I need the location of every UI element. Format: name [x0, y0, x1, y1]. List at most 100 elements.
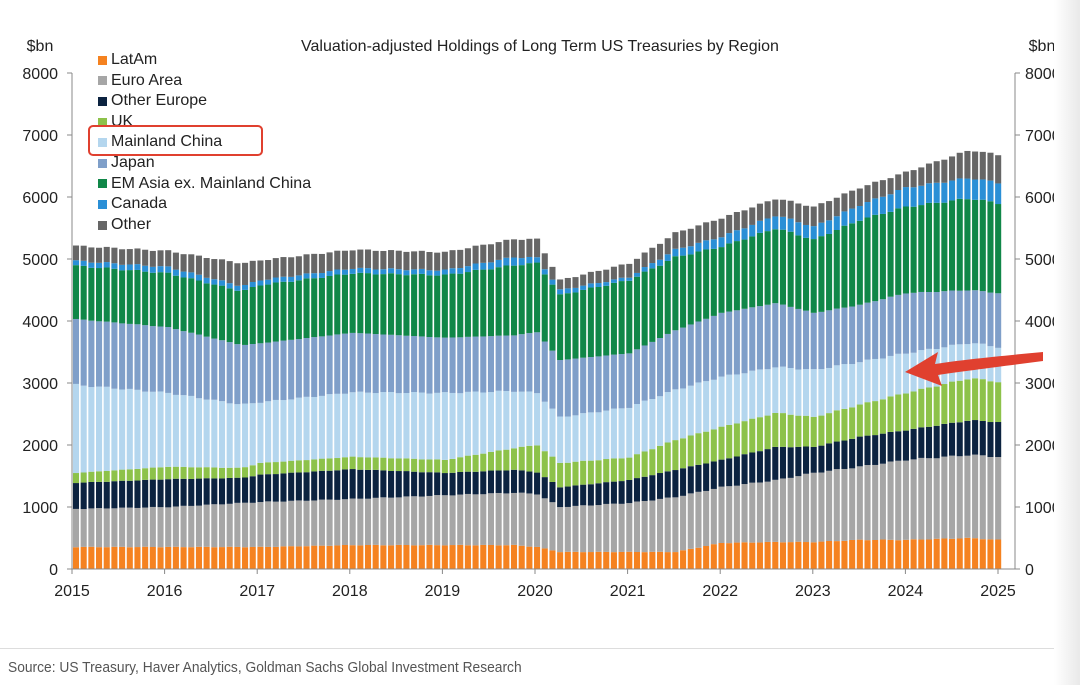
- bar-segment-uk: [418, 459, 425, 473]
- bar-segment-japan: [941, 291, 948, 348]
- bar-segment-japan: [395, 335, 402, 394]
- bar-segment-latam: [672, 552, 679, 569]
- bar-segment-em-asia-ex-mainland-china: [395, 274, 402, 336]
- bar-segment-euro-area: [595, 505, 602, 552]
- bar-segment-euro-area: [510, 492, 518, 545]
- bar-segment-em-asia-ex-mainland-china: [649, 268, 656, 342]
- bar-segment-canada: [979, 179, 986, 200]
- bar-segment-other: [849, 190, 856, 209]
- bar-segment-other-europe: [695, 464, 702, 492]
- bar-segment-uk: [334, 458, 341, 471]
- bar-segment-canada: [195, 274, 202, 281]
- bar-segment-latam: [372, 544, 379, 569]
- bar-segment-other: [879, 180, 886, 197]
- bar-segment-euro-area: [918, 457, 925, 540]
- bar-segment-uk: [803, 415, 810, 447]
- bar-segment-euro-area: [764, 481, 771, 542]
- bar-segment-euro-area: [134, 507, 141, 548]
- bar-segment-canada: [272, 277, 279, 283]
- bar-segment-mainland-china: [856, 362, 863, 405]
- bar-segment-latam: [902, 539, 909, 569]
- bar-segment-canada: [895, 190, 902, 209]
- bar-segment-canada: [157, 266, 164, 273]
- bar-segment-japan: [334, 334, 341, 394]
- bar-segment-japan: [357, 333, 364, 392]
- bar-segment-other: [787, 200, 794, 219]
- bar-segment-uk: [672, 440, 679, 471]
- bar-segment-latam: [380, 545, 387, 569]
- bar-segment-euro-area: [318, 499, 325, 546]
- bar-segment-mainland-china: [165, 392, 172, 467]
- bar-segment-latam: [503, 545, 510, 569]
- bar-segment-latam: [895, 540, 902, 569]
- bar-segment-mainland-china: [580, 413, 587, 461]
- bar-segment-other-europe: [925, 426, 933, 459]
- bar-segment-other-europe: [388, 471, 395, 498]
- bar-segment-other: [580, 274, 587, 286]
- bar-segment-latam: [933, 538, 940, 569]
- source-note: Source: US Treasury, Haver Analytics, Go…: [8, 659, 522, 676]
- bar-segment-other: [887, 178, 894, 195]
- bar-segment-mainland-china: [434, 392, 441, 460]
- bar-segment-japan: [88, 320, 95, 388]
- bar-segment-euro-area: [972, 454, 979, 539]
- bar-segment-latam: [72, 547, 80, 569]
- bar-segment-uk: [510, 448, 518, 470]
- bar-segment-latam: [495, 545, 502, 569]
- bar-segment-mainland-china: [203, 399, 210, 468]
- bar-segment-euro-area: [910, 459, 917, 540]
- bar-segment-japan: [349, 332, 356, 393]
- bar-segment-mainland-china: [426, 393, 433, 460]
- bar-segment-japan: [718, 312, 725, 377]
- bar-segment-latam: [472, 545, 479, 569]
- bar-segment-japan: [80, 319, 87, 386]
- bar-segment-other: [949, 156, 956, 181]
- bar-segment-euro-area: [557, 507, 564, 553]
- bar-segment-other-europe: [203, 478, 210, 505]
- bar-segment-other-europe: [411, 471, 418, 497]
- red-arrow-annotation: [905, 352, 1043, 386]
- bar-segment-em-asia-ex-mainland-china: [111, 268, 118, 323]
- bar-segment-other: [910, 170, 917, 188]
- x-tick-label: 2016: [147, 583, 183, 600]
- bar-segment-euro-area: [157, 507, 164, 548]
- bar-segment-euro-area: [895, 460, 902, 541]
- bar-segment-uk: [910, 391, 917, 429]
- bar-segment-canada: [633, 272, 641, 277]
- bar-segment-other-europe: [756, 451, 763, 483]
- legend-swatch: [98, 76, 107, 86]
- bar-segment-other: [195, 255, 202, 275]
- bar-segment-em-asia-ex-mainland-china: [403, 275, 410, 336]
- y-tick-label-right: 1000: [1025, 500, 1061, 517]
- bar-segment-canada: [918, 185, 925, 206]
- bar-segment-other: [895, 174, 902, 191]
- x-tick-label: 2018: [332, 583, 368, 600]
- bar-segment-other-europe: [656, 473, 664, 499]
- bar-segment-mainland-china: [72, 383, 80, 474]
- bar-segment-em-asia-ex-mainland-china: [826, 233, 833, 311]
- bar-segment-uk: [564, 462, 571, 487]
- bar-segment-mainland-china: [541, 401, 548, 452]
- bar-segment-mainland-china: [457, 393, 464, 458]
- bar-segment-euro-area: [487, 493, 495, 545]
- bar-segment-other: [311, 253, 318, 274]
- bar-segment-latam: [703, 545, 710, 569]
- bar-segment-uk: [349, 456, 356, 470]
- bar-segment-uk: [318, 458, 325, 471]
- bar-segment-em-asia-ex-mainland-china: [487, 269, 495, 337]
- bar-segment-mainland-china: [879, 358, 886, 400]
- bar-segment-euro-area: [142, 507, 149, 547]
- legend-label: EM Asia ex. Mainland China: [111, 174, 312, 192]
- bar-segment-euro-area: [495, 492, 502, 546]
- bar-segment-other: [680, 230, 687, 248]
- bar-segment-canada: [680, 247, 687, 256]
- bar-segment-other: [157, 250, 164, 267]
- bar-segment-other-europe: [841, 440, 848, 469]
- bar-segment-mainland-china: [388, 392, 395, 459]
- bar-segment-canada: [72, 260, 80, 266]
- bar-segment-mainland-china: [864, 359, 871, 403]
- bar-segment-japan: [272, 341, 279, 400]
- bar-segment-mainland-china: [764, 369, 771, 416]
- bar-segment-em-asia-ex-mainland-china: [526, 263, 533, 334]
- bar-segment-uk: [979, 379, 986, 421]
